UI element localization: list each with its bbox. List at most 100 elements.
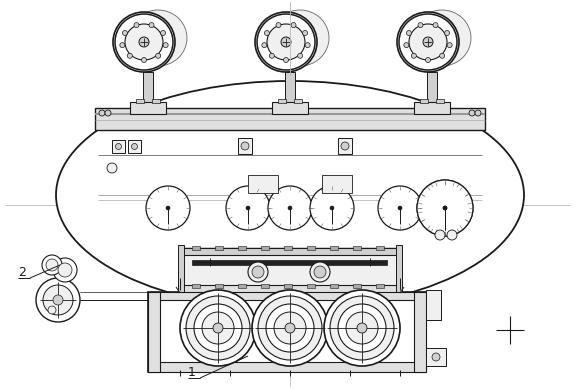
Circle shape [417, 180, 473, 236]
Bar [353, 284, 361, 288]
Bar [420, 99, 428, 103]
Circle shape [330, 296, 394, 360]
Bar [192, 260, 387, 265]
Bar [130, 102, 166, 114]
Circle shape [43, 285, 73, 315]
Bar [285, 72, 295, 110]
Circle shape [194, 304, 242, 352]
Circle shape [248, 262, 268, 282]
Bar [148, 362, 426, 372]
Ellipse shape [125, 24, 163, 60]
Circle shape [134, 23, 139, 28]
Bar [396, 245, 402, 300]
Text: 2: 2 [18, 266, 26, 279]
Bar [436, 99, 444, 103]
Bar [128, 140, 141, 153]
Bar [330, 284, 338, 288]
Circle shape [202, 312, 234, 344]
Circle shape [139, 37, 149, 47]
Bar [414, 102, 450, 114]
Circle shape [417, 180, 473, 236]
Circle shape [423, 37, 433, 47]
Circle shape [411, 53, 416, 58]
Ellipse shape [129, 10, 187, 66]
Circle shape [281, 37, 291, 47]
Circle shape [346, 312, 378, 344]
Ellipse shape [56, 81, 524, 309]
Circle shape [180, 290, 256, 366]
Circle shape [149, 23, 154, 28]
Ellipse shape [257, 14, 315, 70]
Bar [180, 285, 400, 293]
Circle shape [186, 296, 250, 360]
Circle shape [213, 323, 223, 333]
Ellipse shape [113, 12, 175, 72]
Bar [307, 284, 315, 288]
Bar [294, 99, 302, 103]
Bar [148, 292, 160, 372]
Circle shape [42, 255, 62, 275]
Bar [112, 140, 125, 153]
Circle shape [105, 110, 111, 116]
Bar [136, 99, 144, 103]
Circle shape [404, 43, 409, 47]
Ellipse shape [399, 14, 457, 70]
Circle shape [156, 53, 161, 58]
Bar [330, 246, 338, 250]
Bar [215, 246, 223, 250]
Bar [272, 102, 308, 114]
Circle shape [252, 266, 264, 278]
Ellipse shape [397, 12, 459, 72]
Bar [322, 175, 352, 193]
Circle shape [357, 323, 367, 333]
Circle shape [418, 23, 423, 28]
Circle shape [146, 186, 190, 230]
Bar [192, 284, 200, 288]
Circle shape [258, 296, 322, 360]
Circle shape [310, 262, 330, 282]
Circle shape [46, 259, 58, 271]
Circle shape [285, 323, 295, 333]
Circle shape [166, 206, 170, 210]
Circle shape [447, 43, 452, 47]
Bar [376, 284, 384, 288]
Circle shape [58, 263, 72, 277]
Bar [248, 175, 278, 193]
Ellipse shape [255, 12, 317, 72]
Bar [143, 72, 153, 110]
Circle shape [120, 43, 125, 47]
Circle shape [433, 23, 438, 28]
Circle shape [53, 295, 63, 305]
Circle shape [246, 206, 250, 210]
Circle shape [443, 206, 447, 210]
Circle shape [268, 186, 312, 230]
Circle shape [298, 53, 302, 58]
Ellipse shape [271, 10, 329, 66]
Bar [376, 246, 384, 250]
Circle shape [445, 30, 449, 35]
Bar [238, 284, 246, 288]
Circle shape [435, 230, 445, 240]
Circle shape [324, 290, 400, 366]
Circle shape [127, 53, 132, 58]
Circle shape [116, 144, 122, 149]
Bar [261, 246, 269, 250]
Ellipse shape [409, 24, 447, 60]
Bar [148, 292, 426, 372]
Circle shape [276, 23, 281, 28]
Bar [215, 284, 223, 288]
Circle shape [163, 43, 168, 47]
Bar [178, 245, 184, 300]
Circle shape [270, 53, 274, 58]
Circle shape [107, 163, 117, 173]
Circle shape [398, 206, 402, 210]
Circle shape [443, 206, 447, 210]
Bar [414, 292, 426, 372]
Ellipse shape [413, 10, 471, 66]
Ellipse shape [115, 14, 173, 70]
Bar [427, 72, 437, 110]
Circle shape [48, 306, 56, 314]
Circle shape [378, 186, 422, 230]
Bar [180, 248, 400, 293]
Bar [278, 99, 286, 103]
